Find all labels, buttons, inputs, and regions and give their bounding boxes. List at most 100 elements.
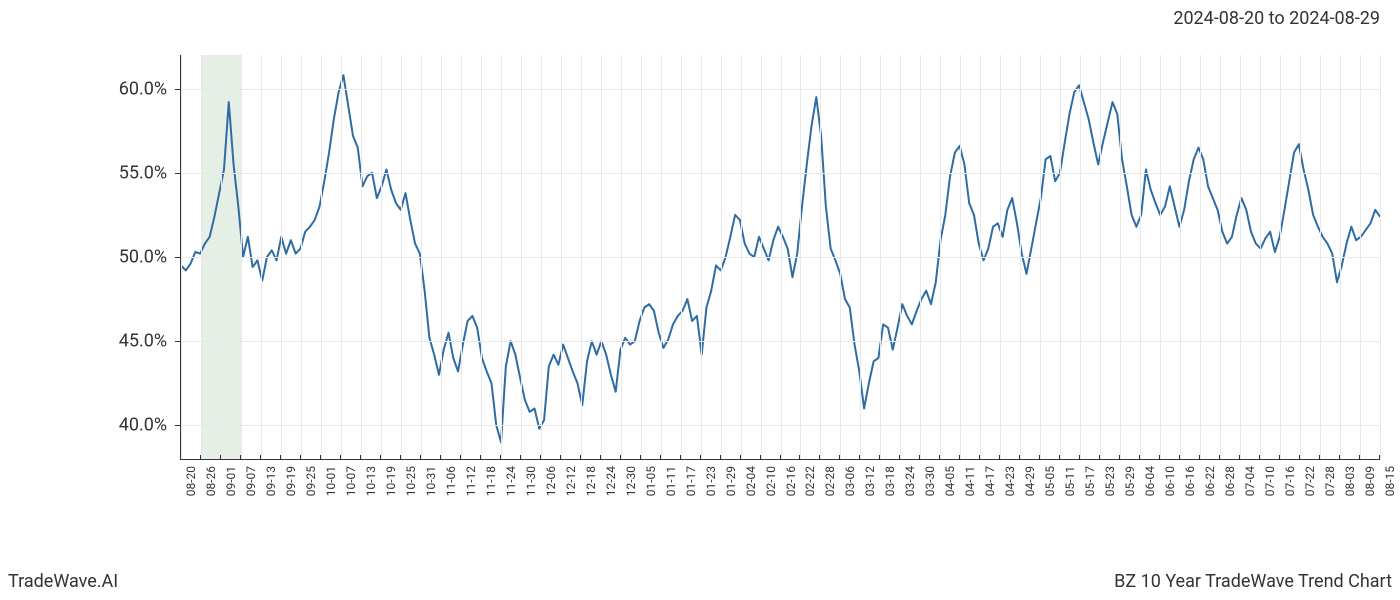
x-tick-label: 06-10: [1163, 466, 1177, 496]
x-tick-label: 03-12: [863, 466, 877, 496]
x-tick-mark: [1239, 455, 1240, 460]
grid-line-v: [341, 55, 342, 459]
x-tick-mark: [1139, 455, 1140, 460]
grid-line-v: [1300, 55, 1301, 459]
x-tick-mark: [360, 455, 361, 460]
x-tick-mark: [959, 455, 960, 460]
x-tick-mark: [240, 455, 241, 460]
x-tick-label: 03-30: [923, 466, 937, 496]
x-tick-label: 05-23: [1103, 466, 1117, 496]
grid-line-v: [181, 55, 182, 459]
x-tick-label: 12-18: [584, 466, 598, 496]
x-tick-mark: [600, 455, 601, 460]
grid-line-v: [1100, 55, 1101, 459]
x-tick-mark: [700, 455, 701, 460]
grid-line-v: [1040, 55, 1041, 459]
x-tick-label: 09-07: [244, 466, 258, 496]
grid-line-v: [940, 55, 941, 459]
x-axis: 08-2008-2609-0109-0709-1309-1909-2510-01…: [180, 460, 1380, 520]
x-tick-mark: [1279, 455, 1280, 460]
x-tick-label: 01-11: [664, 466, 678, 496]
grid-line-v: [481, 55, 482, 459]
x-tick-label: 12-24: [604, 466, 618, 496]
x-tick-label: 05-17: [1083, 466, 1097, 496]
y-tick-label: 45.0%: [119, 331, 167, 352]
x-tick-mark: [1019, 455, 1020, 460]
x-tick-mark: [620, 455, 621, 460]
grid-line-v: [201, 55, 202, 459]
x-tick-mark: [799, 455, 800, 460]
x-tick-label: 04-11: [963, 466, 977, 496]
grid-line-v: [1080, 55, 1081, 459]
x-tick-label: 12-12: [564, 466, 578, 496]
grid-line-v: [1020, 55, 1021, 459]
x-tick-mark: [1179, 455, 1180, 460]
x-tick-mark: [1359, 455, 1360, 460]
x-tick-mark: [740, 455, 741, 460]
x-tick-mark: [819, 455, 820, 460]
x-tick-label: 11-30: [524, 466, 538, 496]
x-tick-label: 12-30: [624, 466, 638, 496]
grid-line-v: [1160, 55, 1161, 459]
x-tick-label: 01-17: [684, 466, 698, 496]
x-tick-mark: [839, 455, 840, 460]
grid-line-v: [1380, 55, 1381, 459]
x-tick-mark: [180, 455, 181, 460]
grid-line-v: [361, 55, 362, 459]
x-tick-mark: [480, 455, 481, 460]
footer-brand: TradeWave.AI: [8, 571, 118, 592]
x-tick-mark: [440, 455, 441, 460]
x-tick-mark: [1079, 455, 1080, 460]
grid-line-v: [581, 55, 582, 459]
x-tick-label: 11-06: [444, 466, 458, 496]
y-tick-label: 40.0%: [119, 415, 167, 436]
grid-line-v: [1360, 55, 1361, 459]
grid-line-v: [301, 55, 302, 459]
grid-line-v: [900, 55, 901, 459]
grid-line-v: [880, 55, 881, 459]
grid-line-v: [920, 55, 921, 459]
grid-line-v: [1340, 55, 1341, 459]
grid-line-v: [521, 55, 522, 459]
x-tick-label: 03-24: [903, 466, 917, 496]
x-tick-mark: [859, 455, 860, 460]
grid-line-v: [1180, 55, 1181, 459]
grid-line-v: [641, 55, 642, 459]
footer-title: BZ 10 Year TradeWave Trend Chart: [1114, 571, 1392, 592]
grid-line-v: [1060, 55, 1061, 459]
x-tick-label: 02-28: [823, 466, 837, 496]
grid-line-v: [561, 55, 562, 459]
x-tick-label: 08-20: [184, 466, 198, 496]
grid-line-v: [980, 55, 981, 459]
x-tick-label: 05-11: [1063, 466, 1077, 496]
x-tick-mark: [720, 455, 721, 460]
x-tick-label: 02-04: [744, 466, 758, 496]
x-tick-mark: [680, 455, 681, 460]
x-tick-mark: [1199, 455, 1200, 460]
x-tick-label: 03-06: [843, 466, 857, 496]
grid-line-v: [781, 55, 782, 459]
grid-line-v: [601, 55, 602, 459]
grid-line-v: [401, 55, 402, 459]
grid-line-v: [1220, 55, 1221, 459]
x-tick-label: 02-16: [784, 466, 798, 496]
x-tick-mark: [1119, 455, 1120, 460]
x-tick-mark: [580, 455, 581, 460]
x-tick-mark: [280, 455, 281, 460]
x-tick-label: 01-05: [644, 466, 658, 496]
x-tick-label: 05-29: [1123, 466, 1137, 496]
x-tick-mark: [320, 455, 321, 460]
grid-line-v: [261, 55, 262, 459]
x-tick-label: 10-07: [344, 466, 358, 496]
x-tick-mark: [300, 455, 301, 460]
grid-line-v: [421, 55, 422, 459]
grid-line-v: [221, 55, 222, 459]
chart-container: 40.0%45.0%50.0%55.0%60.0% 08-2008-2609-0…: [80, 55, 1380, 520]
x-tick-label: 09-13: [264, 466, 278, 496]
x-tick-label: 03-18: [883, 466, 897, 496]
x-tick-mark: [220, 455, 221, 460]
y-tick-label: 60.0%: [119, 78, 167, 99]
x-tick-label: 07-10: [1263, 466, 1277, 496]
x-tick-mark: [640, 455, 641, 460]
grid-line-v: [701, 55, 702, 459]
